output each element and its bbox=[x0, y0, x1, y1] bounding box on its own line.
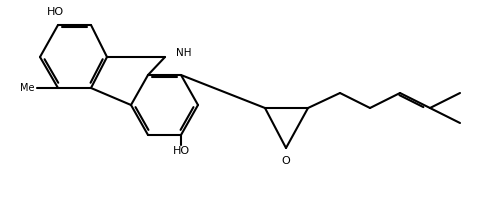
Text: HO: HO bbox=[172, 146, 190, 156]
Text: HO: HO bbox=[47, 7, 64, 17]
Text: Me: Me bbox=[21, 83, 35, 93]
Text: O: O bbox=[282, 156, 291, 166]
Text: NH: NH bbox=[176, 48, 191, 58]
